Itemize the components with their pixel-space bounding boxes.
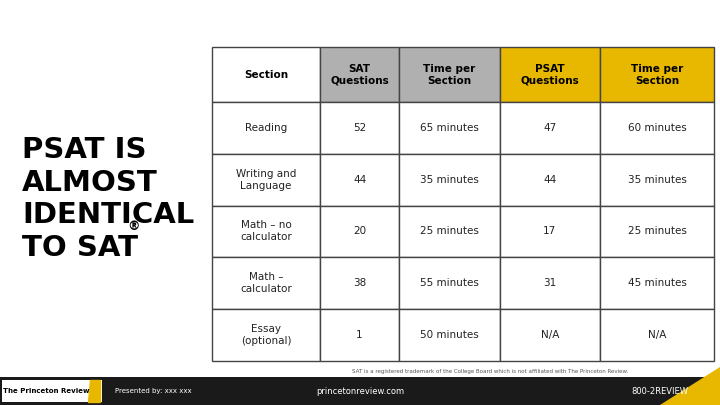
Bar xyxy=(2,380,102,402)
Bar xyxy=(500,258,600,309)
Text: PSAT IS
ALMOST
IDENTICAL
TO SAT: PSAT IS ALMOST IDENTICAL TO SAT xyxy=(22,136,194,262)
Text: 17: 17 xyxy=(543,226,557,237)
Text: N/A: N/A xyxy=(541,330,559,340)
Polygon shape xyxy=(660,367,720,405)
Bar xyxy=(212,47,320,102)
Bar xyxy=(400,102,500,154)
Bar xyxy=(320,154,400,206)
Bar xyxy=(0,377,720,405)
Text: 45 minutes: 45 minutes xyxy=(628,278,686,288)
Bar xyxy=(500,102,600,154)
Bar xyxy=(400,47,500,102)
Bar xyxy=(320,309,400,361)
Text: 55 minutes: 55 minutes xyxy=(420,278,479,288)
Text: 800-2REVIEW: 800-2REVIEW xyxy=(631,386,688,396)
Text: princetonreview.com: princetonreview.com xyxy=(316,386,404,396)
Text: 65 minutes: 65 minutes xyxy=(420,123,479,133)
Text: 25 minutes: 25 minutes xyxy=(628,226,686,237)
Bar xyxy=(212,206,320,258)
Text: Math –
calculator: Math – calculator xyxy=(240,272,292,294)
Text: 47: 47 xyxy=(543,123,557,133)
Bar xyxy=(320,258,400,309)
Bar xyxy=(400,258,500,309)
Text: Time per
Section: Time per Section xyxy=(631,64,683,85)
Text: 35 minutes: 35 minutes xyxy=(628,175,686,185)
Text: SAT is a registered trademark of the College Board which is not affiliated with : SAT is a registered trademark of the Col… xyxy=(352,369,628,374)
Text: 1: 1 xyxy=(356,330,363,340)
Text: PSAT
Questions: PSAT Questions xyxy=(521,64,579,85)
Text: Math – no
calculator: Math – no calculator xyxy=(240,220,292,243)
Bar xyxy=(320,102,400,154)
Bar xyxy=(600,206,714,258)
Bar xyxy=(500,309,600,361)
Text: Essay
(optional): Essay (optional) xyxy=(240,324,291,346)
Text: Presented by: xxx xxx: Presented by: xxx xxx xyxy=(115,388,192,394)
Bar xyxy=(600,154,714,206)
Text: The Princeton Review: The Princeton Review xyxy=(3,388,89,394)
Text: Time per
Section: Time per Section xyxy=(423,64,476,85)
Bar xyxy=(600,309,714,361)
Bar xyxy=(400,206,500,258)
Text: 25 minutes: 25 minutes xyxy=(420,226,479,237)
Bar xyxy=(600,47,714,102)
Bar xyxy=(212,102,320,154)
Bar xyxy=(500,154,600,206)
Bar xyxy=(600,258,714,309)
Text: 60 minutes: 60 minutes xyxy=(628,123,686,133)
Bar xyxy=(500,206,600,258)
Bar xyxy=(212,258,320,309)
Polygon shape xyxy=(88,380,100,402)
Text: 20: 20 xyxy=(353,226,366,237)
Text: 44: 44 xyxy=(543,175,557,185)
Bar xyxy=(400,309,500,361)
Text: SAT
Questions: SAT Questions xyxy=(330,64,389,85)
Bar xyxy=(600,102,714,154)
Text: 52: 52 xyxy=(353,123,366,133)
Text: Writing and
Language: Writing and Language xyxy=(235,169,296,191)
Text: 38: 38 xyxy=(353,278,366,288)
Text: Section: Section xyxy=(244,70,288,79)
Bar xyxy=(400,154,500,206)
Text: N/A: N/A xyxy=(648,330,666,340)
Bar xyxy=(500,47,600,102)
Bar xyxy=(320,47,400,102)
Text: 50 minutes: 50 minutes xyxy=(420,330,479,340)
Text: 31: 31 xyxy=(543,278,557,288)
Bar xyxy=(212,154,320,206)
Text: ®: ® xyxy=(127,220,140,232)
Bar xyxy=(212,309,320,361)
Text: 35 minutes: 35 minutes xyxy=(420,175,479,185)
Text: Reading: Reading xyxy=(245,123,287,133)
Text: 44: 44 xyxy=(353,175,366,185)
Bar xyxy=(320,206,400,258)
